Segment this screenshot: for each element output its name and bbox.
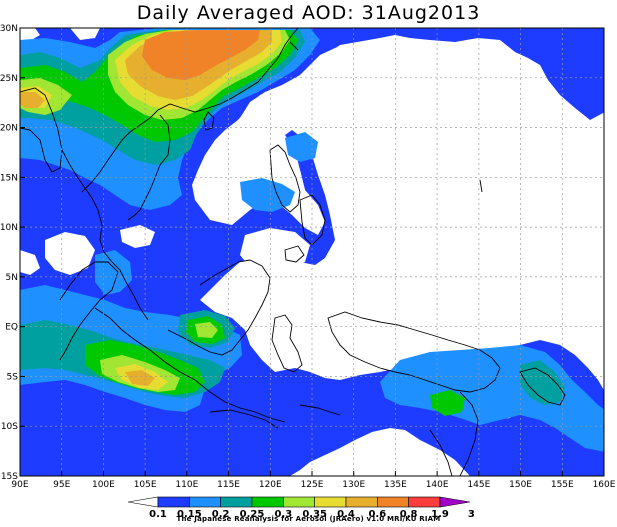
colorbar-swatch	[127, 496, 159, 508]
longitude-ticks: 90E 95E 100E 105E 110E 115E 120E 125E 130E 135E 14…	[11, 471, 616, 490]
lon-tick-label: 160E	[593, 480, 616, 490]
lon-tick-label: 100E	[92, 480, 115, 490]
colorbar-label: 0.4	[337, 509, 355, 520]
colorbar-label: 0.8	[400, 509, 418, 520]
lat-tick-label: 20N	[0, 124, 18, 134]
lon-tick-label: 95E	[53, 480, 70, 490]
lat-tick-label: EQ	[5, 323, 18, 333]
colorbar-label: 0.15	[177, 509, 202, 520]
lat-tick-label: 30N	[0, 24, 18, 34]
latitude-ticks: 30N 25N 20N 15N 10N 5N EQ 5S 10S 15S	[0, 24, 25, 482]
map-title: Daily Averaged AOD: 31Aug2013	[136, 2, 481, 24]
colorbar-label: 0.2	[212, 509, 230, 520]
lat-tick-label: 15N	[0, 173, 18, 183]
colorbar-swatch	[314, 496, 347, 508]
colorbar-swatch	[283, 496, 315, 508]
lon-tick-label: 125E	[301, 480, 324, 490]
colorbar-swatch	[251, 496, 284, 508]
lon-tick-label: 115E	[217, 480, 240, 490]
lon-tick-label: 105E	[134, 480, 157, 490]
colorbar-swatch	[157, 496, 190, 508]
aod-field	[20, 28, 604, 476]
colorbar-label: 0.6	[368, 509, 386, 520]
lat-tick-label: 10S	[1, 422, 18, 432]
lat-tick-label: 5S	[7, 372, 19, 382]
colorbar-swatch	[439, 496, 471, 508]
colorbar-swatch	[408, 496, 441, 508]
credit-text: The Japanese Reanalysis for Aerosol (JRA…	[176, 515, 441, 523]
lon-tick-label: 140E	[426, 480, 449, 490]
gridlines	[20, 28, 604, 476]
colorbar-label: 1.9	[431, 509, 449, 520]
lon-tick-label: 155E	[551, 480, 574, 490]
colorbar-label: 0.1	[149, 509, 167, 520]
lon-tick-label: 130E	[342, 480, 365, 490]
lon-tick-label: 150E	[509, 480, 532, 490]
lon-tick-label: 145E	[467, 480, 490, 490]
lon-tick-label: 120E	[259, 480, 282, 490]
lat-tick-label: 10N	[0, 223, 18, 233]
lat-tick-label: 25N	[0, 74, 18, 84]
lon-tick-label: 135E	[384, 480, 407, 490]
colorbar-swatch	[377, 496, 409, 508]
colorbar-label: 0.25	[240, 509, 265, 520]
colorbar-swatch	[345, 496, 378, 508]
colorbar-swatch	[189, 496, 221, 508]
coastlines	[20, 28, 566, 476]
lon-tick-label: 90E	[11, 480, 28, 490]
lat-tick-label: 15S	[1, 472, 18, 482]
lon-tick-label: 110E	[175, 480, 198, 490]
colorbar-swatch	[220, 496, 253, 508]
lat-tick-label: 5N	[6, 273, 18, 283]
colorbar-label: 3	[468, 509, 475, 520]
colorbar-label: 0.3	[274, 509, 292, 520]
colorbar-label: 0.35	[302, 509, 327, 520]
colorbar: 0.1 0.15 0.2 0.25 0.3 0.35 0.4 0.6 0.8 1.9 3	[127, 496, 475, 520]
